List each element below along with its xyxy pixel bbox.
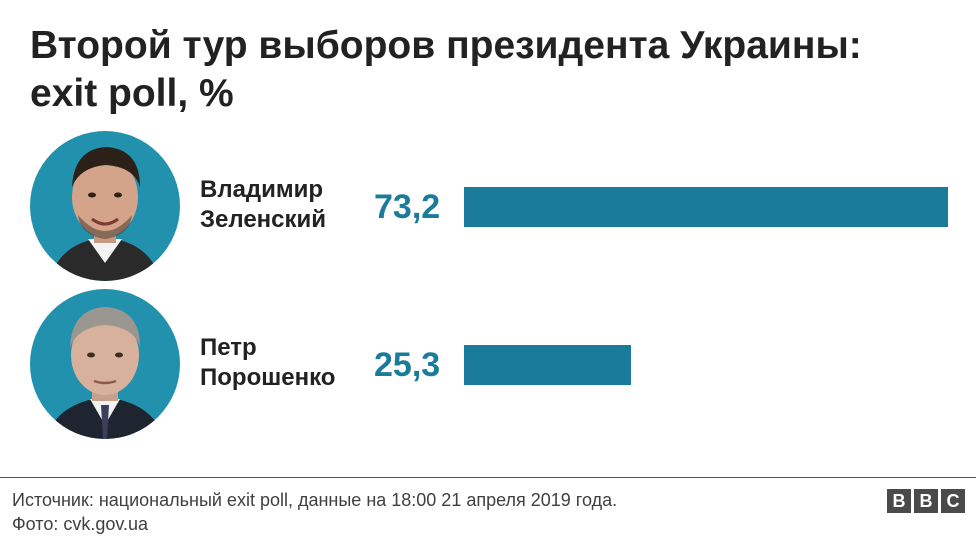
bar-zelensky <box>464 187 948 227</box>
bbc-logo-letter: B <box>914 489 938 513</box>
bar-poroshenko <box>464 345 631 385</box>
candidate-last-name: Порошенко <box>200 364 336 391</box>
bbc-logo-letter: C <box>941 489 965 513</box>
source-text: Источник: национальный exit poll, данные… <box>12 490 618 510</box>
candidate-first-name: Петр <box>200 334 257 361</box>
chart-title-line-2: exit poll, % <box>30 72 234 115</box>
footer-divider <box>0 477 976 478</box>
candidate-first-name: Владимир <box>200 176 324 203</box>
poroshenko-portrait-icon <box>30 289 180 439</box>
data-label: 73,2 <box>374 188 441 226</box>
data-label: 25,3 <box>374 346 441 384</box>
candidate-last-name: Зеленский <box>200 206 327 233</box>
bbc-logo-letter: B <box>887 489 911 513</box>
chart-title-line-1: Второй тур выборов президента Украины: <box>30 24 862 67</box>
candidate-row-zelensky: Владимир Зеленский 73,2 <box>0 131 976 281</box>
candidate-name: Петр Порошенко <box>200 333 370 393</box>
candidate-row-poroshenko: Петр Порошенко 25,3 <box>0 289 976 439</box>
bbc-logo: B B C <box>887 489 965 513</box>
zelensky-portrait-icon <box>30 131 180 281</box>
chart-title: Второй тур выборов президента Украины: e… <box>30 22 960 118</box>
source-note: Источник: национальный exit poll, данные… <box>12 488 872 536</box>
photo-credit: Фото: cvk.gov.ua <box>12 514 149 534</box>
candidate-name: Владимир Зеленский <box>200 175 370 235</box>
